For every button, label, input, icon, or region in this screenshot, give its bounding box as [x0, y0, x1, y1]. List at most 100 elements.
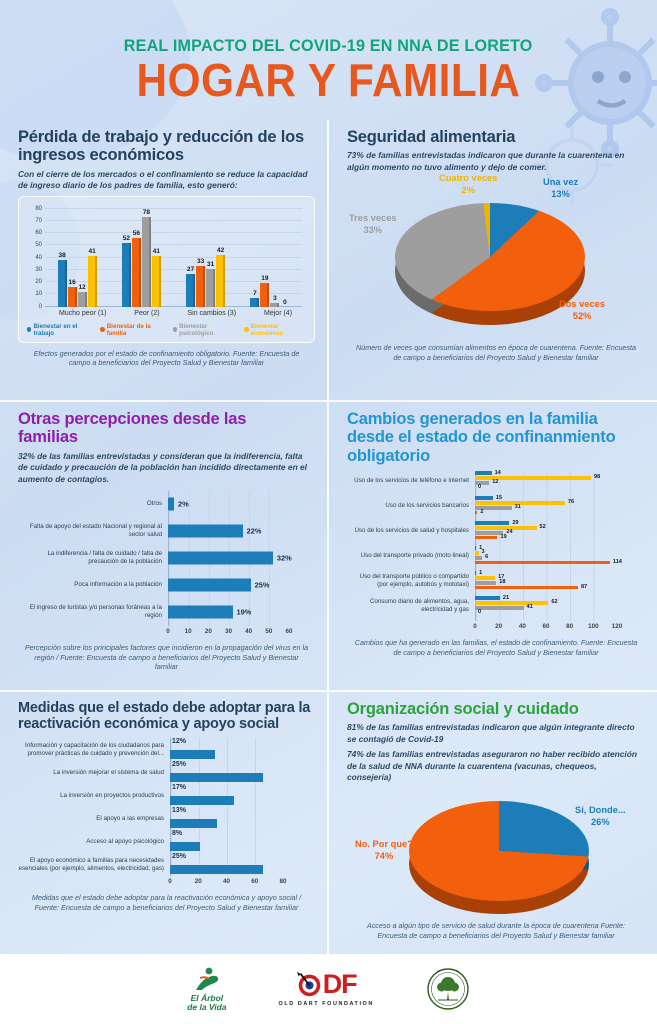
chart-caption: Percepción sobre los principales factore… — [24, 642, 309, 672]
category-label: La inversión en proyectos productivos — [60, 791, 164, 799]
bar — [141, 216, 151, 307]
bar — [475, 471, 492, 475]
category-label: El ingreso de turistas y/o personas forá… — [29, 604, 162, 620]
bar-value-label: 1 — [479, 569, 483, 576]
x-tick-label: 80 — [566, 623, 574, 631]
pie-top — [409, 801, 589, 902]
bar — [475, 601, 549, 605]
pie-slice-label: Tres veces 33% — [349, 213, 397, 235]
page-title: HOGAR Y FAMILIA — [136, 54, 521, 106]
category-label: Otros — [146, 500, 162, 508]
bar-value-label: 3 — [273, 294, 277, 302]
category-label: Uso de los servicios de teléfono e inter… — [354, 476, 469, 484]
bar-track: 25% — [168, 572, 289, 599]
category-label: Consumo diario de alimentos, agua, elect… — [369, 597, 469, 613]
bar-value-label: 2% — [178, 499, 189, 509]
category-label: Uso de los servicios de salud y hospital… — [354, 526, 469, 534]
bar-value-label: 0 — [478, 484, 482, 490]
bar-value-label: 12 — [492, 479, 499, 486]
bar-value-label: 19 — [500, 534, 507, 540]
header-supertitle: REAL IMPACTO DEL COVID-19 EN NNA DE LORE… — [124, 36, 533, 55]
chart-caption: Efectos generados por el estado de confi… — [33, 348, 300, 368]
health-access-pie-chart: Sí, Donde... 26% No. Por que? 74% — [347, 787, 645, 915]
bar-value-label: 25% — [172, 761, 187, 769]
bar — [475, 556, 483, 560]
bar-value-label: 25% — [172, 853, 187, 861]
chart-x-axis: 0 20 40 60 80 100 120 — [473, 621, 622, 632]
bar-value-label: 16 — [68, 279, 76, 287]
bar-value-label: 33 — [197, 258, 205, 266]
bar-value-label: 62 — [551, 599, 558, 606]
chart-x-axis: 0 10 20 30 40 50 60 — [166, 626, 292, 637]
tree-seal-logo — [426, 967, 470, 1011]
x-tick-label: 0 — [166, 627, 170, 635]
bar — [475, 560, 610, 565]
bar-value-label: 0 — [478, 609, 482, 615]
bar — [170, 842, 200, 852]
category-label: El apoyo económico a familias para neces… — [18, 856, 164, 872]
legend-label: Bienestar de la familia — [106, 322, 151, 337]
bar-value-label: 14 — [494, 469, 501, 476]
bar — [196, 266, 206, 307]
x-tick-label: 20 — [194, 878, 202, 886]
bar-value-label: 52 — [539, 524, 546, 531]
logo-subtext: OLD DART FOUNDATION — [278, 1001, 374, 1007]
pie-slice-label: Dos veces 52% — [559, 299, 605, 321]
bar — [170, 750, 216, 760]
bar — [168, 605, 233, 619]
bar-row: Otros 2% — [18, 491, 315, 518]
bar-with-label: 42 — [216, 209, 226, 307]
bar-value-label: 42 — [217, 247, 225, 255]
odf-logo: DF OLD DART FOUNDATION — [278, 971, 374, 1008]
bar — [121, 242, 131, 307]
category-label: Mucho peor (1) — [58, 309, 107, 317]
bar-value-label: 3 — [481, 549, 485, 556]
bar — [475, 606, 524, 610]
bar — [475, 481, 490, 485]
x-tick-label: 40 — [518, 623, 526, 631]
y-tick-label: 60 — [35, 230, 42, 237]
bar-row: La inversión en proyectos productivos 17% — [18, 784, 315, 807]
bar-value-label: 13% — [172, 807, 187, 815]
chart-x-axis: 0 20 40 60 80 — [168, 876, 286, 887]
bar-value-label: 41 — [152, 248, 160, 256]
legend-item: Bienestar económico — [244, 323, 306, 337]
legend-item: Bienestar psicológico — [172, 323, 236, 337]
bar-row: Uso del transporte público o compartido … — [347, 569, 645, 590]
legend-item: Bienestar de la familia — [100, 323, 164, 337]
bar-value-label: 22% — [246, 526, 262, 536]
bar — [475, 496, 493, 500]
section-title: Cambios generados en la familia desde el… — [347, 410, 616, 465]
bar-group: 27 33 31 42 — [186, 209, 226, 307]
x-tick-label: 60 — [542, 623, 550, 631]
bar — [475, 521, 510, 525]
y-tick-label: 40 — [35, 254, 42, 261]
bar — [475, 585, 578, 590]
y-tick-label: 70 — [35, 217, 42, 224]
section-cambios-generados: Cambios generados en la familia desde el… — [329, 402, 657, 692]
bar — [475, 581, 497, 585]
section-title: Organización social y cuidado — [347, 700, 579, 718]
bar-value-label: 12% — [172, 738, 187, 746]
bar-track: 8% — [170, 830, 283, 853]
arbol-de-la-vida-logo: El Árbol de la Vida — [187, 966, 227, 1013]
chart-caption: Número de veces que consumían alimentos … — [355, 343, 637, 362]
y-tick-label: 10 — [35, 291, 42, 298]
bar-row: Uso de los servicios bancarios 15 76 31 2 — [347, 495, 645, 515]
category-label: Falta de apoyo del estado Nacional y reg… — [29, 523, 162, 539]
bar — [77, 291, 87, 307]
bar — [170, 773, 264, 783]
bar-row: Consumo diario de alimentos, agua, elect… — [347, 595, 645, 615]
bar-track: 2% — [168, 491, 289, 518]
bar — [57, 260, 67, 307]
section-organizacion-social: Organización social y cuidado 81% de las… — [329, 692, 657, 954]
bar-row: Uso de los servicios de teléfono e inter… — [347, 469, 645, 490]
bar — [475, 551, 479, 555]
legend-dot — [172, 327, 178, 333]
dartboard-icon — [296, 971, 320, 997]
bar-value-label: 41 — [526, 604, 533, 611]
category-label: Uso del transporte público o compartido … — [359, 572, 469, 588]
bar-track: 17% — [170, 784, 283, 807]
bar — [475, 526, 537, 530]
